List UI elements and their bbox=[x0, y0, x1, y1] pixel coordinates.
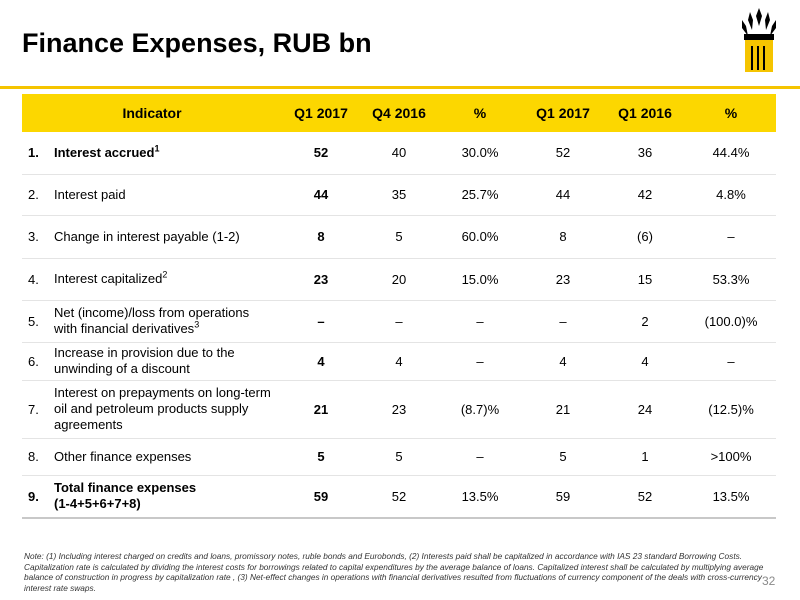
cell-value: – bbox=[438, 342, 522, 381]
cell-value: (8.7)% bbox=[438, 380, 522, 439]
table-row: 2. Interest paid 44 35 25.7% 44 42 4.8% bbox=[22, 174, 776, 216]
cell-value: – bbox=[282, 300, 360, 343]
cell-value: 25.7% bbox=[438, 174, 522, 216]
cell-value: 53.3% bbox=[686, 258, 776, 301]
cell-value: 4 bbox=[282, 342, 360, 381]
page-number: 32 bbox=[762, 574, 776, 588]
cell-value: 44 bbox=[522, 174, 604, 216]
cell-value: 21 bbox=[282, 380, 360, 439]
row-label: Net (income)/loss from operations with fi… bbox=[54, 300, 282, 343]
cell-value: 52 bbox=[360, 475, 438, 519]
cell-value: 30.0% bbox=[438, 132, 522, 175]
cell-value: – bbox=[438, 300, 522, 343]
cell-value: 52 bbox=[604, 475, 686, 519]
cell-value: 8 bbox=[522, 215, 604, 259]
cell-value: – bbox=[686, 215, 776, 259]
cell-value: 5 bbox=[522, 438, 604, 476]
cell-value: (100.0)% bbox=[686, 300, 776, 343]
cell-value: 59 bbox=[282, 475, 360, 519]
cell-value: 59 bbox=[522, 475, 604, 519]
cell-value: 35 bbox=[360, 174, 438, 216]
finance-expenses-table: Indicator Q1 2017 Q4 2016 % Q1 2017 Q1 2… bbox=[22, 94, 776, 519]
row-number: 5. bbox=[22, 300, 54, 343]
row-label: Interest paid bbox=[54, 174, 282, 216]
cell-value: 4 bbox=[522, 342, 604, 381]
row-number: 7. bbox=[22, 380, 54, 439]
cell-value: >100% bbox=[686, 438, 776, 476]
cell-value: – bbox=[522, 300, 604, 343]
cell-value: – bbox=[360, 300, 438, 343]
cell-value: – bbox=[686, 342, 776, 381]
table-row: 6. Increase in provision due to the unwin… bbox=[22, 342, 776, 381]
cell-value: 24 bbox=[604, 380, 686, 439]
cell-value: 5 bbox=[360, 438, 438, 476]
row-label: Total finance expenses (1-4+5+6+7+8) bbox=[54, 475, 282, 519]
cell-value: 1 bbox=[604, 438, 686, 476]
header-q1-2016: Q1 2016 bbox=[604, 94, 686, 132]
cell-value: 4 bbox=[604, 342, 686, 381]
cell-value: 42 bbox=[604, 174, 686, 216]
header-q1-2017: Q1 2017 bbox=[282, 94, 360, 132]
cell-value: 20 bbox=[360, 258, 438, 301]
cell-value: (6) bbox=[604, 215, 686, 259]
row-label: Other finance expenses bbox=[54, 438, 282, 476]
cell-value: 36 bbox=[604, 132, 686, 175]
table-row: 8. Other finance expenses 5 5 – 5 1 >100… bbox=[22, 438, 776, 476]
row-number: 1. bbox=[22, 132, 54, 175]
table-header-row: Indicator Q1 2017 Q4 2016 % Q1 2017 Q1 2… bbox=[22, 94, 776, 132]
row-number: 2. bbox=[22, 174, 54, 216]
header-q1-2017-b: Q1 2017 bbox=[522, 94, 604, 132]
cell-value: 4.8% bbox=[686, 174, 776, 216]
cell-value: 44 bbox=[282, 174, 360, 216]
cell-value: 60.0% bbox=[438, 215, 522, 259]
table-row: 1. Interest accrued1 52 40 30.0% 52 36 4… bbox=[22, 132, 776, 175]
row-number: 3. bbox=[22, 215, 54, 259]
table-row: 7. Interest on prepayments on long-term o… bbox=[22, 380, 776, 439]
row-number: 9. bbox=[22, 475, 54, 519]
cell-value: 2 bbox=[604, 300, 686, 343]
row-label: Interest on prepayments on long-term oil … bbox=[54, 380, 282, 439]
cell-value: 23 bbox=[522, 258, 604, 301]
header-q4-2016: Q4 2016 bbox=[360, 94, 438, 132]
row-label: Increase in provision due to the unwindin… bbox=[54, 342, 282, 381]
cell-value: 13.5% bbox=[438, 475, 522, 519]
table-row: 4. Interest capitalized2 23 20 15.0% 23 … bbox=[22, 258, 776, 301]
cell-value: 4 bbox=[360, 342, 438, 381]
header-indicator: Indicator bbox=[22, 94, 282, 132]
cell-value: 52 bbox=[522, 132, 604, 175]
cell-value: 13.5% bbox=[686, 475, 776, 519]
cell-value: 40 bbox=[360, 132, 438, 175]
table-row: 3. Change in interest payable (1-2) 8 5 … bbox=[22, 215, 776, 259]
row-label: Change in interest payable (1-2) bbox=[54, 215, 282, 259]
cell-value: 15 bbox=[604, 258, 686, 301]
footnote-marker: 2 bbox=[162, 269, 168, 280]
row-label: Interest capitalized2 bbox=[54, 258, 282, 301]
page-title: Finance Expenses, RUB bn bbox=[22, 28, 372, 58]
cell-value: (12.5)% bbox=[686, 380, 776, 439]
footnote-text: Note: (1) Including interest charged on … bbox=[24, 551, 764, 593]
cell-value: 8 bbox=[282, 215, 360, 259]
footnote-marker: 3 bbox=[194, 319, 200, 330]
title-rule bbox=[0, 86, 800, 89]
cell-value: 5 bbox=[282, 438, 360, 476]
header-percent-b: % bbox=[686, 94, 776, 132]
row-label: Interest accrued1 bbox=[54, 132, 282, 175]
row-number: 4. bbox=[22, 258, 54, 301]
table-row-total: 9. Total finance expenses (1-4+5+6+7+8) 5… bbox=[22, 475, 776, 519]
table-row: 5. Net (income)/loss from operations with… bbox=[22, 300, 776, 343]
cell-value: 23 bbox=[360, 380, 438, 439]
cell-value: 21 bbox=[522, 380, 604, 439]
cell-value: – bbox=[438, 438, 522, 476]
row-number: 8. bbox=[22, 438, 54, 476]
header-percent: % bbox=[438, 94, 522, 132]
cell-value: 15.0% bbox=[438, 258, 522, 301]
cell-value: 23 bbox=[282, 258, 360, 301]
row-number: 6. bbox=[22, 342, 54, 381]
cell-value: 52 bbox=[282, 132, 360, 175]
footnote-marker: 1 bbox=[154, 143, 160, 154]
cell-value: 5 bbox=[360, 215, 438, 259]
cell-value: 44.4% bbox=[686, 132, 776, 175]
rosneft-logo-icon bbox=[742, 8, 776, 72]
